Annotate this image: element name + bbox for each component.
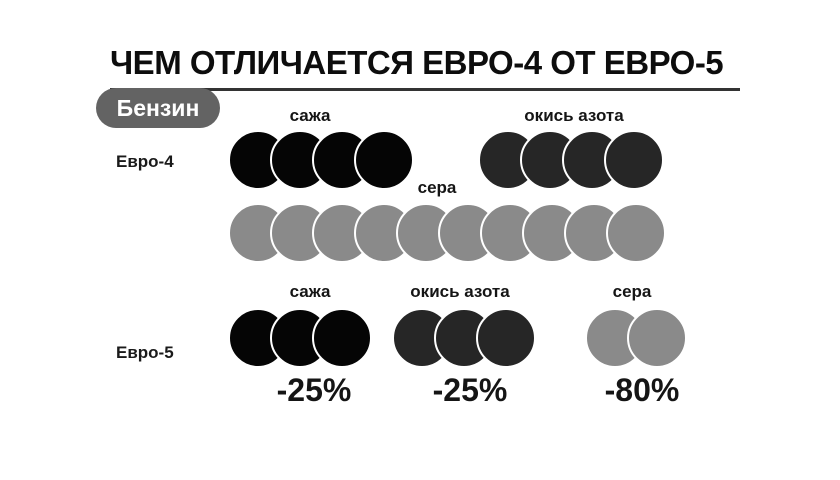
euro4-soot-dots [228,130,414,190]
nox-circle [476,308,536,368]
euro5-sulfur-dots [585,308,687,368]
euro5-soot-label: сажа [289,282,331,301]
page-title: ЧЕМ ОТЛИЧАЕТСЯ ЕВРО-4 ОТ ЕВРО-5 [110,44,724,81]
soot-circle [312,308,372,368]
euro5-nitrogen-oxide-dots [392,308,536,368]
euro5-label: Евро-5 [116,343,174,362]
euro4-sulfur-label: сера [417,178,457,197]
nox-circle [604,130,664,190]
euro5-sulfur-change: -80% [604,372,680,408]
euro4-label: Евро-4 [116,152,174,171]
euro4-soot-label: сажа [289,106,331,125]
euro4-sulfur-dots [228,203,666,263]
title-underline [110,88,740,91]
euro4-nitrogen-oxide-label: окись азота [524,106,624,125]
sulf-circle [627,308,687,368]
euro5-soot-change: -25% [276,372,352,408]
fuel-badge: Бензин [96,88,220,128]
euro5-sulfur-label: сера [612,282,652,301]
euro5-nitrogen-oxide-change: -25% [432,372,508,408]
sulf-circle [606,203,666,263]
euro5-soot-dots [228,308,372,368]
euro4-nitrogen-oxide-dots [478,130,664,190]
soot-circle [354,130,414,190]
euro5-nitrogen-oxide-label: окись азота [410,282,510,301]
